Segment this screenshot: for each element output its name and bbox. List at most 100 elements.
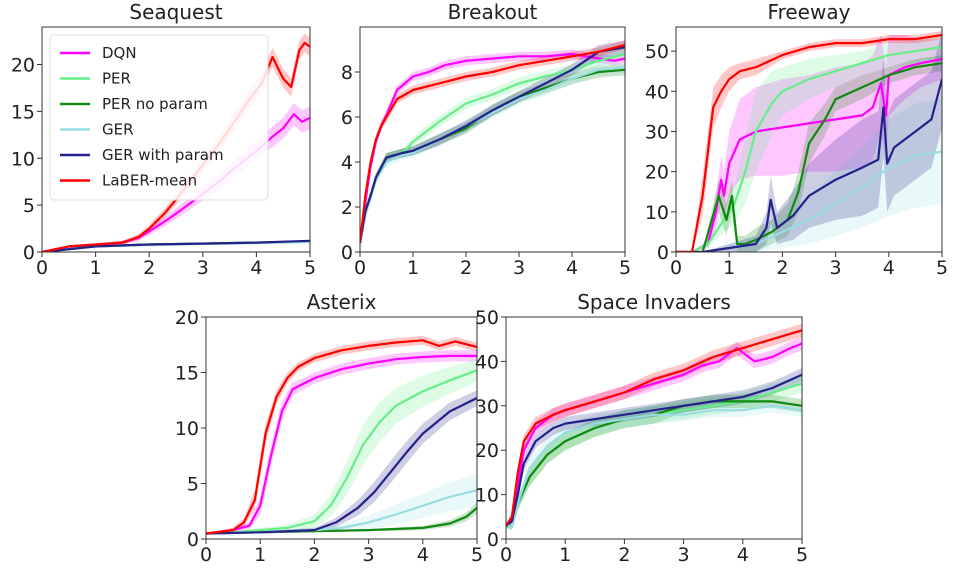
y-tick-label: 30 — [475, 396, 499, 418]
x-tick-label: 5 — [304, 257, 316, 279]
subplot-breakout: Breakout 0 1 2 3 4 5 0 2 4 6 8 — [341, 0, 631, 279]
series-line-per — [676, 46, 942, 252]
y-tick-label: 20 — [645, 162, 669, 184]
plot-area — [206, 335, 477, 535]
x-tick-label: 1 — [254, 544, 266, 566]
y-tick-label: 10 — [645, 202, 669, 224]
y-tick-label: 10 — [11, 148, 35, 170]
series-line-ger — [506, 404, 802, 527]
chart-title: Seaquest — [129, 0, 222, 24]
x-tick-label: 3 — [513, 257, 525, 279]
band-ger-with-param — [206, 390, 477, 534]
series-line-laber-mean — [676, 33, 942, 252]
series-line-ger-with-param — [506, 373, 802, 527]
x-tick-label: 3 — [830, 257, 842, 279]
y-tick-label: 50 — [475, 307, 499, 329]
x-tick-label: 2 — [308, 544, 320, 566]
plot-area — [506, 323, 802, 531]
y-tick-label: 0 — [657, 242, 669, 264]
band-laber-mean — [506, 323, 802, 528]
series-line-dqn — [360, 52, 625, 244]
y-tick-label: 0 — [341, 242, 353, 264]
y-tick-label: 10 — [475, 485, 499, 507]
y-tick-label: 20 — [475, 440, 499, 462]
chart-title: Asterix — [307, 290, 377, 314]
y-tick-label: 0 — [187, 529, 199, 551]
band-ger — [506, 399, 802, 531]
x-tick-label: 5 — [619, 257, 631, 279]
plot-area — [676, 31, 942, 252]
x-tick-label: 2 — [618, 544, 630, 566]
x-tick-label: 0 — [200, 544, 212, 566]
legend-label-ger-with-param: GER with param — [102, 146, 224, 164]
y-tick-label: 15 — [175, 363, 199, 385]
y-tick-label: 30 — [645, 121, 669, 143]
y-tick-label: 8 — [341, 62, 353, 84]
band-per-no-param — [676, 55, 942, 252]
y-tick-label: 40 — [645, 81, 669, 103]
band-per — [506, 374, 802, 531]
x-tick-label: 0 — [36, 257, 48, 279]
x-tick-label: 0 — [354, 257, 366, 279]
series-line-per — [360, 52, 625, 244]
legend: DQN PER PER no param GER GER with param LaBER… — [49, 34, 269, 201]
series-line-per — [206, 369, 477, 535]
series-line-ger-with-param — [206, 397, 477, 535]
x-tick-label: 4 — [883, 257, 895, 279]
chart-title: Space Invaders — [577, 290, 731, 314]
x-tick-label: 5 — [471, 544, 483, 566]
y-tick-label: 50 — [645, 41, 669, 63]
series-line-ger-with-param — [360, 46, 625, 244]
y-tick-label: 10 — [175, 418, 199, 440]
plot-area — [360, 40, 625, 246]
chart-title: Freeway — [768, 0, 851, 24]
x-tick-label: 4 — [737, 544, 749, 566]
y-tick-label: 0 — [487, 529, 499, 551]
band-per-no-param — [360, 64, 625, 246]
axes-frame — [359, 26, 626, 253]
subplot-asterix: Asterix 0 1 2 3 4 5 0 5 10 15 20 — [175, 290, 483, 566]
x-tick-label: 1 — [723, 257, 735, 279]
x-tick-label: 0 — [500, 544, 512, 566]
x-tick-label: 4 — [417, 544, 429, 566]
band-ger — [206, 473, 477, 534]
y-tick-label: 4 — [341, 152, 353, 174]
y-tick-label: 0 — [23, 242, 35, 264]
x-tick-label: 4 — [250, 257, 262, 279]
x-tick-label: 3 — [678, 544, 690, 566]
series-line-ger-with-param — [42, 239, 310, 252]
legend-label-dqn: DQN — [102, 44, 137, 62]
band-per — [676, 35, 942, 252]
y-tick-label: 20 — [175, 307, 199, 329]
legend-label-ger: GER — [102, 121, 134, 139]
series-line-laber-mean — [360, 43, 625, 244]
x-tick-label: 4 — [566, 257, 578, 279]
band-ger-with-param — [676, 31, 942, 252]
x-tick-label: 2 — [460, 257, 472, 279]
series-line-laber-mean — [506, 329, 802, 527]
legend-label-laber-mean: LaBER-mean — [102, 172, 197, 190]
x-tick-label: 1 — [90, 257, 102, 279]
subplot-seaquest: Seaquest 0 1 2 3 4 5 0 5 10 15 20 DQN PER PER no param… — [11, 0, 316, 279]
band-ger — [676, 99, 942, 252]
y-tick-label: 2 — [341, 197, 353, 219]
series-line-dqn — [506, 342, 802, 527]
x-tick-label: 0 — [670, 257, 682, 279]
y-tick-label: 15 — [11, 101, 35, 123]
x-tick-label: 2 — [143, 257, 155, 279]
x-tick-label: 1 — [559, 544, 571, 566]
legend-box — [49, 34, 269, 201]
x-tick-label: 5 — [796, 544, 808, 566]
band-per — [206, 359, 477, 534]
x-tick-label: 2 — [776, 257, 788, 279]
chart-title: Breakout — [448, 0, 538, 24]
legend-label-per-no-param: PER no param — [102, 95, 208, 113]
series-line-laber-mean — [206, 339, 477, 535]
y-tick-label: 5 — [187, 474, 199, 496]
x-tick-label: 3 — [197, 257, 209, 279]
y-tick-label: 6 — [341, 107, 353, 129]
y-tick-label: 40 — [475, 351, 499, 373]
